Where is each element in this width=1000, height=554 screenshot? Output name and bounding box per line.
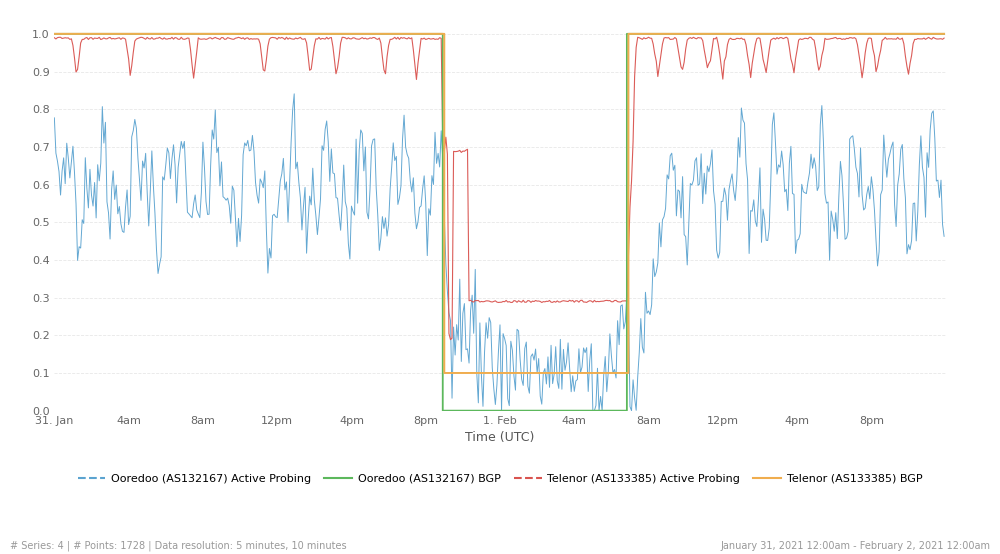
Text: January 31, 2021 12:00am - February 2, 2021 12:00am: January 31, 2021 12:00am - February 2, 2… <box>720 541 990 551</box>
X-axis label: Time (UTC): Time (UTC) <box>465 431 535 444</box>
Text: # Series: 4 | # Points: 1728 | Data resolution: 5 minutes, 10 minutes: # Series: 4 | # Points: 1728 | Data reso… <box>10 541 347 551</box>
Legend: Ooredoo (AS132167) Active Probing, Ooredoo (AS132167) BGP, Telenor (AS133385) Ac: Ooredoo (AS132167) Active Probing, Oored… <box>73 469 927 488</box>
